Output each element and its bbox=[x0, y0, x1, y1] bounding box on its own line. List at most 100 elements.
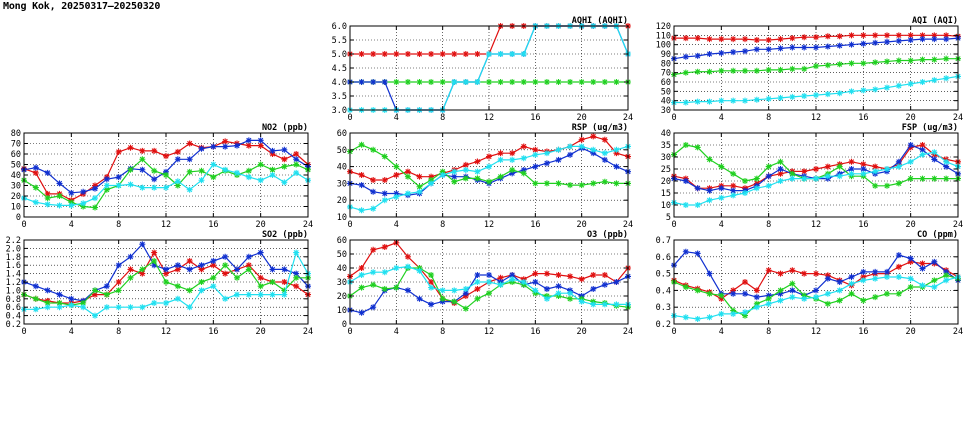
data-point-day2 bbox=[801, 44, 808, 51]
data-point-day1 bbox=[462, 51, 469, 57]
data-point-day1 bbox=[824, 33, 831, 40]
data-point-day4 bbox=[497, 156, 504, 163]
y-tick-label: 2.0 bbox=[6, 244, 21, 254]
data-point-day1 bbox=[532, 146, 539, 153]
data-point-day3 bbox=[245, 167, 252, 174]
data-point-day1 bbox=[860, 161, 867, 168]
data-point-day1 bbox=[174, 266, 181, 273]
x-tick-label: 24 bbox=[623, 327, 633, 337]
x-tick-label: 20 bbox=[906, 220, 916, 230]
data-point-day1 bbox=[895, 263, 902, 270]
data-point-day1 bbox=[32, 169, 39, 176]
data-point-day3 bbox=[115, 287, 122, 294]
data-point-day3 bbox=[462, 305, 469, 312]
data-point-day2 bbox=[543, 79, 550, 85]
y-tick-label: 40 bbox=[11, 171, 21, 181]
data-point-day4 bbox=[682, 99, 689, 106]
x-tick-label: 24 bbox=[953, 327, 963, 337]
data-point-day2 bbox=[555, 156, 562, 163]
data-point-day2 bbox=[931, 258, 938, 265]
data-point-day4 bbox=[428, 180, 435, 187]
data-point-day1 bbox=[497, 274, 504, 281]
data-point-day1 bbox=[789, 35, 796, 42]
data-point-day4 bbox=[860, 87, 867, 94]
y-tick-label: 2.2 bbox=[6, 236, 21, 246]
data-point-day4 bbox=[370, 205, 377, 212]
x-tick-label: 20 bbox=[906, 327, 916, 337]
data-point-day3 bbox=[919, 56, 926, 63]
data-point-day4 bbox=[742, 97, 748, 104]
data-point-day3 bbox=[765, 163, 772, 170]
data-point-day4 bbox=[789, 175, 796, 182]
data-point-day3 bbox=[848, 60, 855, 67]
data-point-day1 bbox=[848, 158, 855, 165]
data-point-day4 bbox=[103, 304, 110, 311]
chart-title: NO2 (ppb) bbox=[262, 123, 308, 133]
data-point-day3 bbox=[884, 58, 890, 65]
data-point-day4 bbox=[151, 300, 158, 306]
data-point-day2 bbox=[509, 79, 516, 85]
data-point-day2 bbox=[127, 253, 134, 260]
data-point-day1 bbox=[613, 150, 620, 157]
data-point-day3 bbox=[872, 59, 879, 66]
data-point-day4 bbox=[730, 192, 737, 199]
data-point-day2 bbox=[509, 170, 516, 177]
data-point-day4 bbox=[451, 79, 458, 85]
data-point-day3 bbox=[753, 67, 760, 74]
y-tick-label: 50 bbox=[337, 146, 347, 156]
data-point-day2 bbox=[682, 248, 689, 255]
data-point-day3 bbox=[765, 66, 772, 73]
data-point-day3 bbox=[836, 163, 843, 170]
data-point-day1 bbox=[222, 138, 229, 145]
data-point-day3 bbox=[32, 295, 39, 302]
data-point-day2 bbox=[370, 304, 377, 311]
data-point-day3 bbox=[872, 182, 879, 189]
data-point-day2 bbox=[777, 166, 784, 172]
data-point-day4 bbox=[520, 155, 527, 162]
data-point-day4 bbox=[474, 168, 481, 175]
x-tick-label: 20 bbox=[577, 220, 587, 230]
data-point-day1 bbox=[92, 182, 98, 189]
data-point-day2 bbox=[416, 79, 423, 85]
data-point-day2 bbox=[931, 36, 938, 43]
data-point-day4 bbox=[742, 190, 748, 196]
x-tick-label: 20 bbox=[577, 113, 587, 123]
data-point-day2 bbox=[210, 143, 217, 150]
y-tick-label: 0.6 bbox=[656, 253, 671, 263]
data-point-day3 bbox=[381, 153, 388, 160]
x-tick-label: 16 bbox=[208, 220, 218, 230]
x-tick-label: 24 bbox=[953, 113, 963, 123]
data-point-day3 bbox=[245, 266, 252, 273]
x-tick-label: 12 bbox=[811, 113, 821, 123]
x-tick-label: 24 bbox=[623, 220, 633, 230]
y-tick-label: 1.8 bbox=[6, 253, 21, 263]
x-tick-label: 16 bbox=[208, 327, 218, 337]
data-point-day4 bbox=[884, 273, 890, 280]
data-point-day3 bbox=[907, 175, 914, 182]
data-point-day4 bbox=[813, 175, 819, 182]
data-point-day1 bbox=[245, 262, 252, 269]
data-point-day2 bbox=[742, 290, 748, 297]
data-point-day3 bbox=[151, 258, 158, 264]
data-point-day3 bbox=[765, 295, 772, 302]
data-point-day2 bbox=[907, 142, 914, 148]
data-point-day1 bbox=[358, 265, 365, 271]
data-point-day3 bbox=[682, 142, 689, 148]
data-point-day4 bbox=[127, 181, 134, 188]
data-point-day3 bbox=[32, 184, 39, 191]
data-point-day2 bbox=[416, 295, 423, 302]
data-point-day3 bbox=[742, 178, 748, 184]
data-point-day2 bbox=[907, 255, 914, 262]
data-point-day2 bbox=[80, 188, 87, 195]
data-point-day2 bbox=[682, 178, 689, 184]
data-point-day4 bbox=[919, 151, 926, 158]
y-tick-label: 3.0 bbox=[332, 106, 347, 116]
data-point-day4 bbox=[907, 275, 914, 282]
data-point-day3 bbox=[80, 203, 87, 210]
data-point-day4 bbox=[718, 97, 725, 104]
data-point-day4 bbox=[416, 188, 423, 195]
data-point-day2 bbox=[567, 151, 574, 158]
x-tick-label: 20 bbox=[256, 220, 266, 230]
data-point-day1 bbox=[578, 276, 585, 283]
data-point-day3 bbox=[907, 57, 914, 64]
